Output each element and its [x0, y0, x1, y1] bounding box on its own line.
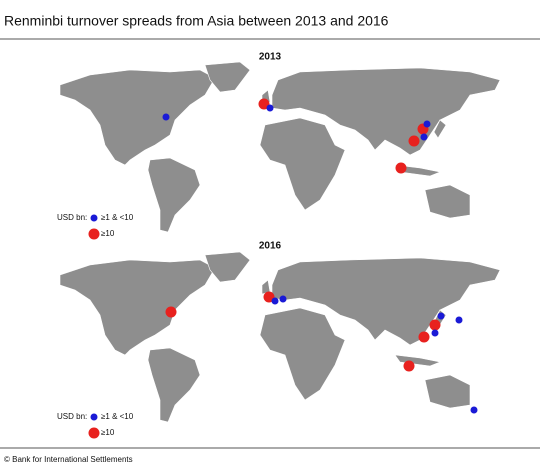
legend-item: ≥1 & <10 [101, 412, 134, 421]
legend-heading: USD bn: [57, 412, 87, 421]
title: Renminbi turnover spreads from Asia betw… [4, 13, 389, 29]
map-2013: 2013 USD bn: ≥1 & <10 ≥10 [57, 52, 501, 240]
map-title: 2013 [259, 52, 282, 63]
legend-item: ≥1 & <10 [101, 213, 134, 222]
legend-item: ≥10 [101, 229, 115, 238]
map-title: 2016 [259, 241, 282, 252]
legend-item: ≥10 [101, 428, 115, 437]
map-2016: 2016 USD bn: ≥1 & <10 ≥10 [57, 241, 501, 439]
source: © Bank for International Settlements [4, 455, 133, 464]
legend-heading: USD bn: [57, 213, 87, 222]
